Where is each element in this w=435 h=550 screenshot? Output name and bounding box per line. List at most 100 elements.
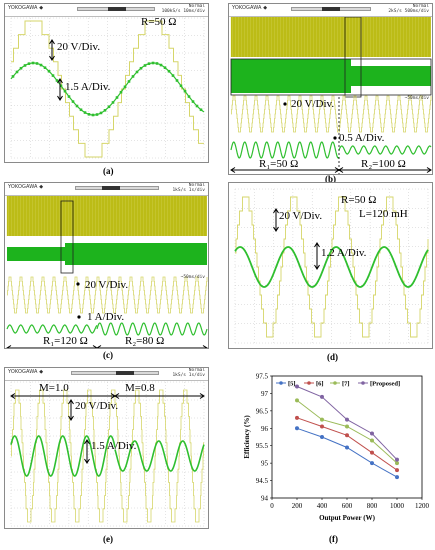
arrow-head: [68, 399, 74, 405]
data-point: [320, 394, 324, 399]
current-sample: [75, 104, 79, 108]
data-point: [345, 445, 349, 450]
inductance-label: L=120 mH: [359, 208, 408, 220]
x-tick-label: 200: [292, 502, 303, 510]
scope-status: Normal 1kS/s 1s/div: [172, 183, 205, 193]
marker-dot: [77, 315, 81, 319]
arrow-head: [84, 439, 90, 445]
current-sample: [199, 108, 203, 112]
data-point: [395, 468, 399, 473]
current-sample: [59, 84, 63, 88]
current-sample: [83, 111, 87, 114]
legend-label: [5]: [288, 381, 296, 388]
x-tick-label: 0: [270, 502, 274, 510]
panel-e-label: (e): [103, 534, 113, 544]
current-sample: [167, 69, 171, 73]
current-sample: [107, 105, 111, 109]
zoom-marker: [344, 16, 362, 98]
current-trace: [230, 141, 340, 159]
scope-header: YOKOGAWA ◆ Normal 1kS/s 1s/div: [5, 183, 208, 196]
panel-b: YOKOGAWA ◆ Normal 2kS/s 500ms/div 20 V/Di…: [228, 3, 433, 175]
x-tick-label: 1000: [390, 502, 405, 510]
y-tick-label: 96.5: [256, 407, 269, 415]
current-sample: [119, 90, 123, 94]
current-sample: [143, 64, 147, 67]
current-sample: [195, 104, 199, 108]
voltage-trace: [231, 95, 432, 133]
y-tick-label: 97.5: [256, 373, 269, 381]
load-r2-label: R₂=80 Ω: [125, 335, 165, 347]
data-point: [295, 426, 299, 431]
arrow-head: [202, 345, 208, 348]
modulation-index-1-label: M=1.0: [39, 382, 69, 394]
data-point: [295, 384, 299, 389]
current-sample: [135, 70, 139, 74]
current-sample: [179, 84, 183, 88]
arrow-head: [68, 415, 74, 421]
panel-a: YOKOGAWA ◆ Normal 100kS/s 10ms/div R=50 Ω…: [4, 3, 209, 163]
arrow-head: [314, 242, 320, 248]
legend-label: [6]: [316, 381, 324, 388]
record-bar: [77, 7, 155, 11]
legend-marker: [361, 381, 365, 385]
scope-brand: YOKOGAWA ◆: [8, 369, 44, 375]
y-axis-title: Efficiency (%): [243, 415, 251, 459]
arrow-head: [273, 226, 279, 232]
current-trace: [114, 440, 205, 472]
data-point: [345, 433, 349, 438]
current-scale-label: 1.5 A/Div.: [65, 81, 111, 93]
voltage-scale-label: 20 V/Div.: [57, 41, 101, 53]
current-sample: [11, 75, 15, 78]
x-tick-label: 600: [342, 502, 353, 510]
current-sample: [43, 66, 47, 69]
load-r1-label: R₁=120 Ω: [43, 335, 88, 347]
voltage-trace: [11, 20, 204, 158]
marker-dot: [76, 282, 80, 286]
arrow-head: [92, 345, 98, 348]
data-point: [320, 435, 324, 439]
scope-brand: YOKOGAWA ◆: [8, 5, 44, 11]
data-point: [320, 424, 324, 429]
x-axis-title: Output Power (W): [319, 514, 376, 522]
current-sample: [47, 69, 51, 73]
load-r2-label: R₂=100 Ω: [361, 158, 406, 170]
panel-b-label: (b): [325, 174, 336, 184]
arrow-head: [273, 208, 279, 214]
waveform-c: [6, 196, 208, 348]
load-r1-label: R₁=50 Ω: [259, 158, 299, 170]
scope-header: YOKOGAWA ◆ Normal 1kS/s 1s/div: [5, 368, 208, 381]
current-trace: [10, 62, 205, 116]
arrow-head: [84, 458, 90, 464]
waveform-e: [10, 381, 205, 527]
record-bar: [75, 186, 159, 190]
arrow-head: [49, 55, 55, 61]
current-sample: [155, 62, 159, 65]
legend-marker: [279, 381, 283, 385]
scope-status: Normal 100kS/s 10ms/div: [161, 4, 205, 14]
current-sample: [91, 113, 95, 117]
marker-dot: [333, 136, 337, 140]
current-sample: [19, 66, 23, 70]
x-tick-label: 400: [317, 502, 328, 510]
current-sample: [123, 85, 127, 89]
current-trace: [338, 145, 432, 155]
arrow-head: [426, 167, 432, 173]
waveform-b: [230, 16, 432, 174]
record-bar: [71, 371, 159, 375]
data-point: [370, 450, 374, 455]
current-sample: [79, 108, 83, 112]
x-tick-label: 800: [367, 502, 378, 510]
scope-brand: YOKOGAWA ◆: [232, 5, 268, 11]
current-sample: [35, 62, 39, 65]
current-sample: [159, 63, 163, 67]
modulation-index-2-label: M=0.8: [125, 382, 155, 394]
legend-label: [7]: [342, 381, 350, 388]
current-sample: [31, 61, 35, 65]
current-sample: [163, 66, 167, 69]
arrow-head: [10, 393, 16, 399]
arrow-head: [49, 39, 55, 45]
data-point: [295, 415, 299, 420]
current-sample: [139, 66, 143, 70]
data-point: [370, 438, 374, 443]
current-scale-label: 0.5 A/Div.: [339, 132, 385, 144]
